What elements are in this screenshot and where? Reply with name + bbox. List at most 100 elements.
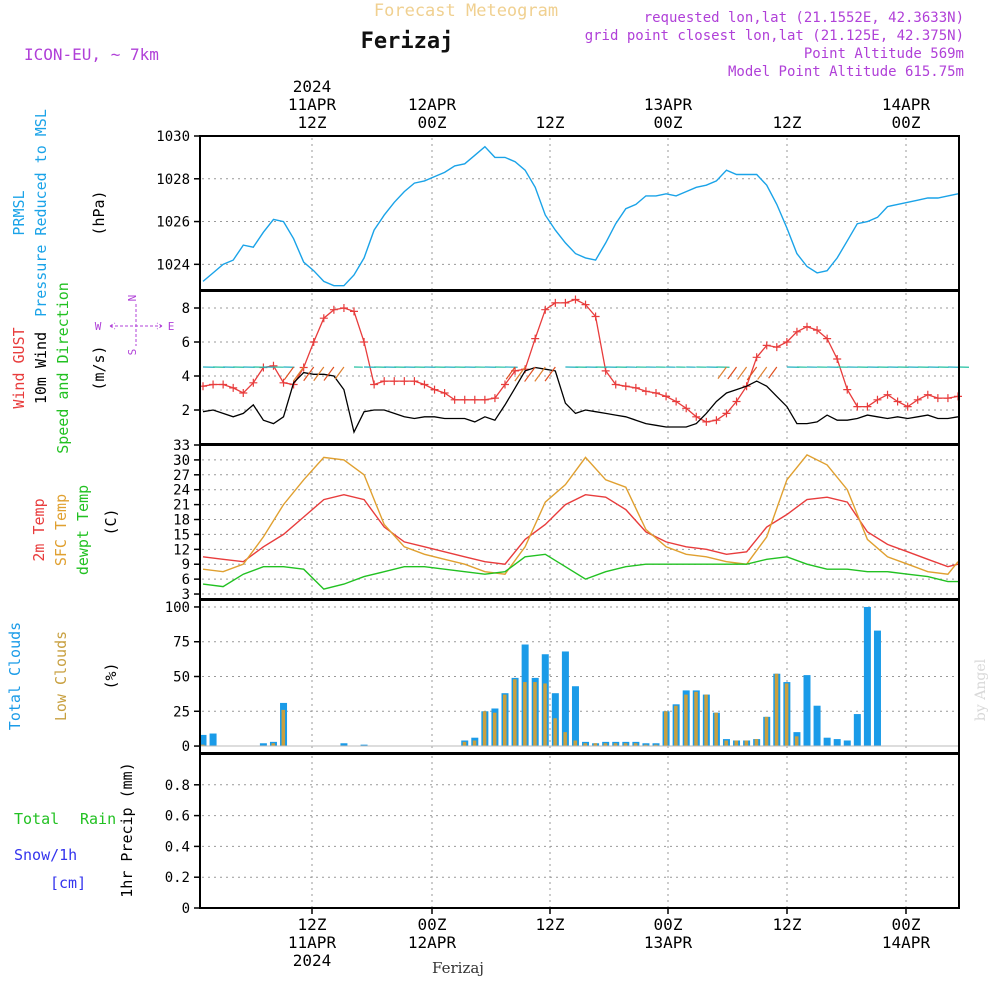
gust-marker	[390, 377, 399, 386]
precip-snow-label: Snow/1h	[14, 846, 77, 864]
gust-marker	[611, 380, 620, 389]
low-cloud-bar	[533, 682, 537, 747]
temperature-ytick-label: 24	[173, 483, 190, 499]
bottom-date-label: 11APR	[288, 933, 337, 952]
low-cloud-bar	[583, 743, 588, 747]
wind-arrow	[717, 366, 727, 379]
total-cloud-bar	[561, 651, 569, 747]
temperature-ytick-label: 9	[182, 557, 190, 573]
clouds-ytick-label: 50	[173, 670, 190, 686]
gust-marker	[551, 298, 560, 307]
wind-arrow	[524, 366, 536, 382]
axis-layer: 1024102610281030246836912151821242730330…	[156, 77, 930, 970]
gust-marker	[813, 326, 822, 335]
gust-marker	[933, 394, 942, 403]
gust-label: Wind GUST	[10, 327, 28, 408]
gust-marker	[470, 395, 479, 404]
gust-marker	[501, 380, 509, 389]
gust-marker	[762, 341, 771, 350]
top-date-label: 12APR	[408, 95, 457, 114]
gust-marker	[883, 390, 892, 399]
precip-snow-unit: [cm]	[50, 874, 86, 892]
low-cloud-bar	[674, 705, 678, 747]
wind-dir-label: Speed and Direction	[54, 282, 72, 454]
pressure-ytick-label: 1028	[156, 172, 190, 188]
gust-marker	[319, 314, 328, 323]
low-cloud-bar	[201, 744, 205, 747]
sfc-temp-line	[202, 454, 959, 575]
low-cloud-bar	[724, 740, 728, 747]
station-name: Ferizaj	[361, 29, 454, 54]
gust-marker	[752, 353, 761, 362]
model-altitude: Model Point Altitude 615.75m	[728, 64, 964, 80]
wind-arrow	[334, 366, 345, 380]
gust-marker	[279, 378, 288, 387]
wind-ytick-label: 8	[182, 301, 190, 317]
total-cloud-bar	[259, 743, 267, 747]
gust-marker	[833, 355, 842, 363]
temp-units: (C)	[102, 508, 120, 535]
temperature-ytick-label: 21	[173, 498, 190, 514]
low-cloud-bar	[734, 740, 739, 747]
gust-marker	[531, 334, 540, 343]
gust-marker	[400, 377, 409, 386]
gust-marker	[903, 402, 912, 411]
low-cloud-bar	[593, 743, 598, 747]
t2m-line	[202, 493, 959, 568]
low-cloud-bar	[744, 740, 749, 747]
footer-station: Ferizaj	[432, 959, 484, 977]
gust-marker	[782, 338, 791, 346]
gust-marker	[702, 417, 711, 426]
bottom-hour-label: 12Z	[773, 915, 802, 934]
low-cloud-bar	[664, 711, 668, 747]
wind-arrow	[293, 366, 305, 382]
bottom-hour-label: 00Z	[418, 915, 447, 934]
low-cloud-bar	[714, 712, 718, 747]
grid-layer	[202, 135, 957, 909]
gust-marker	[480, 395, 489, 404]
wind-arrow	[757, 366, 768, 380]
total-cloud-bar	[340, 743, 348, 747]
gust-marker	[541, 305, 550, 314]
precip-total-label: Total	[14, 810, 59, 828]
low-cloud-bar	[794, 736, 799, 747]
temperature-ytick-label: 12	[173, 542, 190, 558]
pressure-units: (hPa)	[90, 190, 108, 235]
t2m-label: 2m Temp	[30, 498, 48, 561]
gust-marker	[823, 334, 832, 343]
gust-marker	[621, 382, 630, 391]
bottom-date-label: 14APR	[882, 933, 931, 952]
temperature-ytick-label: 27	[173, 468, 190, 484]
total-cloud-bar	[571, 686, 579, 747]
total-cloud-bar	[833, 739, 841, 747]
low-cloud-bar	[764, 716, 769, 747]
precip-ytick-label: 0.8	[165, 778, 190, 794]
low-cloud-bar	[281, 709, 286, 747]
label-layer: PRMSL Pressure Reduced to MSL (hPa) Wind GU…	[6, 109, 174, 898]
gust-marker	[309, 338, 318, 346]
low-cloud-bar	[694, 691, 698, 747]
compass-n: N	[126, 295, 139, 302]
wind-arrow	[544, 366, 556, 382]
low-cloud-bar	[784, 683, 789, 747]
gust-marker	[571, 295, 580, 304]
low-clouds-label: Low Clouds	[52, 631, 70, 721]
total-cloud-bar	[853, 714, 861, 747]
total-cloud-bar	[873, 630, 881, 747]
grid-point-coords: grid point closest lon,lat (21.125E, 42.…	[585, 28, 964, 44]
requested-coords: requested lon,lat (21.1552E, 42.3633N)	[644, 10, 964, 26]
wind-arrow	[323, 366, 335, 381]
gust-marker	[490, 394, 499, 403]
low-cloud-bar	[271, 743, 275, 747]
clouds-ytick-label: 100	[165, 600, 190, 616]
top-hour-label: 12Z	[536, 113, 565, 132]
pressure-ytick-label: 1026	[156, 215, 190, 231]
low-cloud-bar	[654, 744, 658, 747]
total-cloud-bar	[863, 606, 871, 747]
gust-marker	[561, 298, 570, 307]
top-hour-label: 00Z	[654, 113, 683, 132]
clouds-ytick-label: 75	[173, 635, 190, 651]
bottom-year-label: 2024	[293, 951, 332, 970]
precip-units: 1hr Precip (mm)	[118, 762, 136, 897]
bottom-date-label: 13APR	[644, 933, 693, 952]
